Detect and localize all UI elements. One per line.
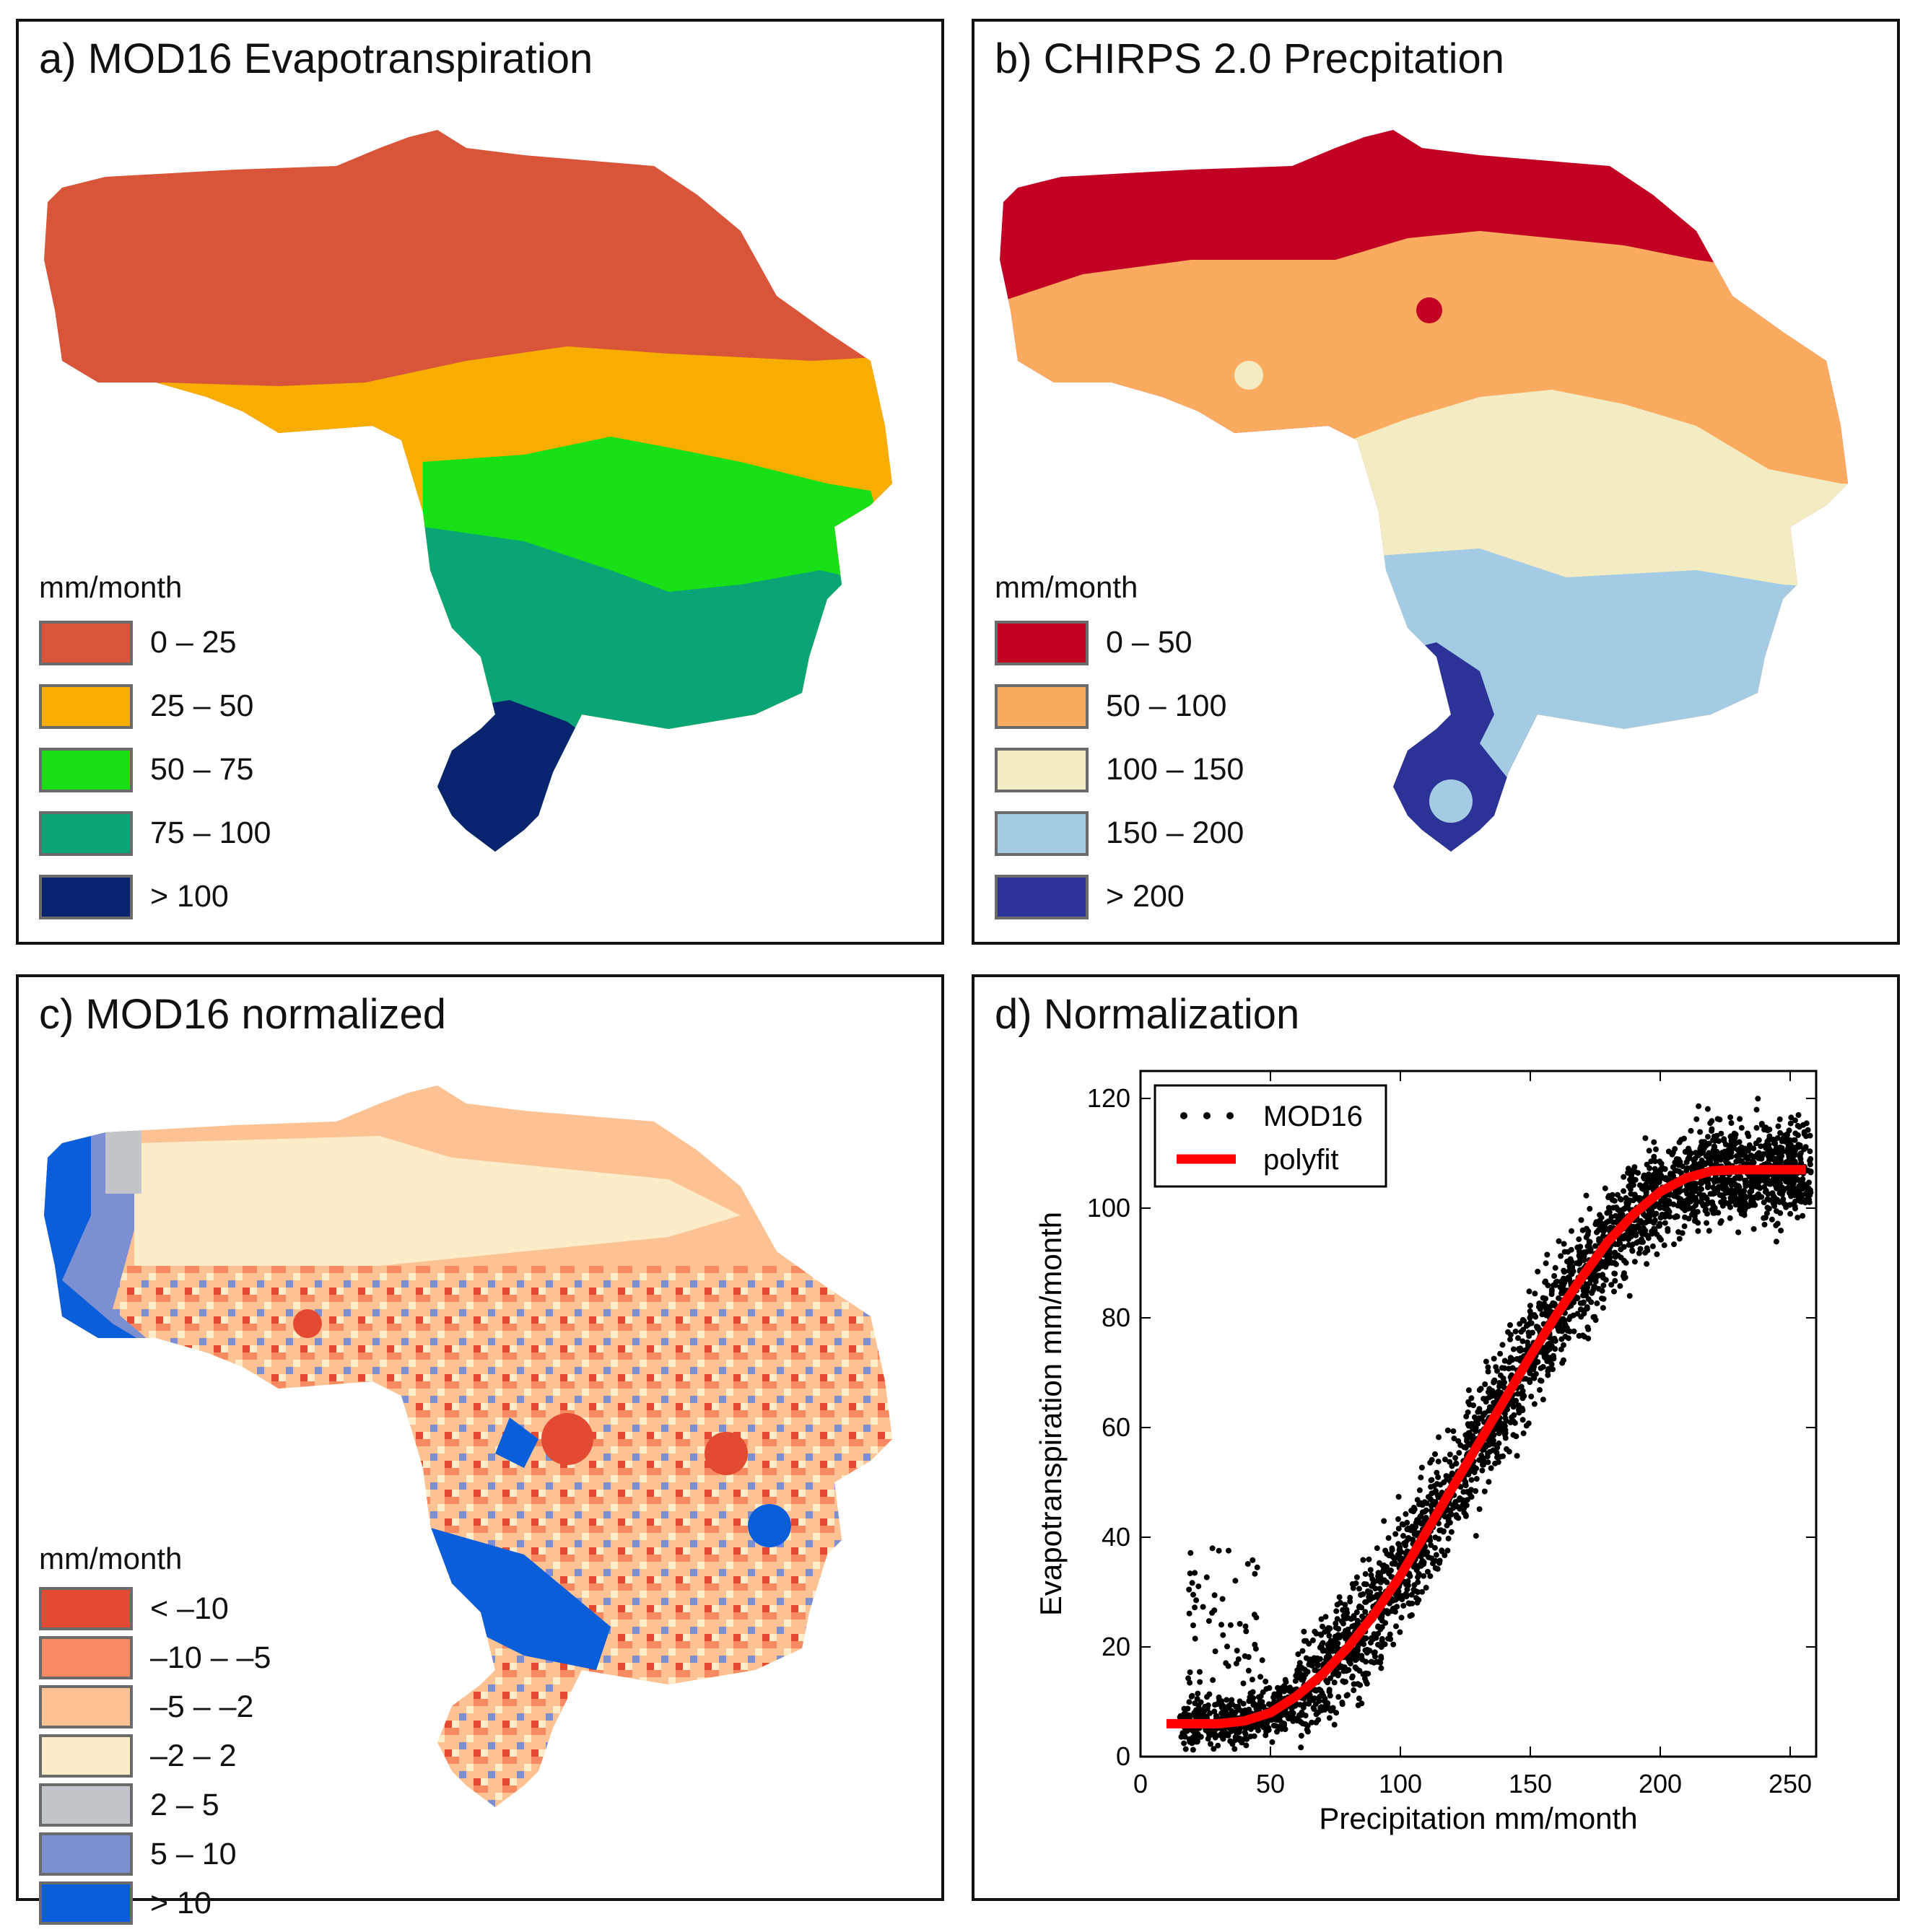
y-tick-label: 80 <box>1102 1303 1130 1332</box>
legend-label: > 200 <box>1106 879 1185 914</box>
legend-swatch <box>39 684 133 729</box>
legend-swatch <box>39 1636 133 1679</box>
panel-d-title: d) Normalization <box>995 991 1300 1038</box>
x-tick-label: 50 <box>1256 1769 1285 1798</box>
x-tick-label: 0 <box>1133 1769 1148 1798</box>
panel-c: c) MOD16 normalized <box>16 974 944 1925</box>
legend-swatch <box>39 1685 133 1728</box>
normalized-map <box>44 1085 892 1807</box>
legend-label-polyfit: polyfit <box>1263 1144 1339 1176</box>
legend-label: > 10 <box>150 1886 212 1920</box>
y-tick-label: 0 <box>1116 1741 1130 1771</box>
legend-label: –10 – –5 <box>150 1640 271 1675</box>
panel-a: a) MOD16 Evapotranspiration mm/month 0 –… <box>16 19 944 945</box>
panel-b: b) CHIRPS 2.0 Precpitation mm/month 0 – … <box>972 19 1900 945</box>
chart-legend-box <box>1154 1084 1387 1188</box>
legend-label: –5 – –2 <box>150 1690 254 1724</box>
legend-label: 0 – 50 <box>1106 625 1192 660</box>
y-tick-label: 100 <box>1087 1193 1130 1223</box>
legend-label: 0 – 25 <box>150 625 237 660</box>
legend-label: 150 – 200 <box>1106 816 1244 850</box>
x-tick-label: 150 <box>1509 1769 1552 1798</box>
legend-swatch <box>39 621 133 665</box>
panel-c-title: c) MOD16 normalized <box>39 991 447 1038</box>
panel-a-title: a) MOD16 Evapotranspiration <box>39 35 593 82</box>
panel-b-legend-title: mm/month <box>995 570 1138 604</box>
legend-label: 100 – 150 <box>1106 752 1244 787</box>
legend-label: –2 – 2 <box>150 1739 237 1773</box>
legend-swatch <box>39 1734 133 1778</box>
legend-swatch <box>995 621 1089 665</box>
normalization-scatter-chart: 0 50 100 150 200 250 0 20 40 60 80 100 120 Precipitat… <box>1034 1070 1818 1835</box>
y-tick-label: 60 <box>1102 1412 1130 1442</box>
legend-label: 2 – 5 <box>150 1788 219 1822</box>
legend-label: 50 – 100 <box>1106 689 1227 723</box>
panel-b-title: b) CHIRPS 2.0 Precpitation <box>995 35 1504 82</box>
legend-swatch <box>39 811 133 856</box>
panel-d: d) Normalization 0 50 100 150 200 250 0 20 40 60 8… <box>972 974 1900 1901</box>
legend-swatch <box>39 1832 133 1876</box>
legend-swatch <box>995 875 1089 919</box>
legend-label: 25 – 50 <box>150 689 254 723</box>
x-axis-label: Precipitation mm/month <box>1319 1801 1637 1835</box>
legend-label: < –10 <box>150 1591 229 1626</box>
legend-swatch <box>39 1587 133 1630</box>
panel-a-legend-title: mm/month <box>39 570 183 604</box>
plot-frame <box>1139 1070 1818 1758</box>
legend-swatch <box>995 684 1089 729</box>
y-tick-label: 120 <box>1087 1083 1130 1113</box>
legend-swatch <box>995 811 1089 856</box>
legend-label: 50 – 75 <box>150 752 254 787</box>
precipitation-map <box>1000 130 1848 852</box>
legend-dot-marker <box>1180 1112 1187 1119</box>
legend-swatch <box>39 748 133 792</box>
legend-swatch <box>39 1881 133 1925</box>
polyfit-line <box>1167 1165 1806 1728</box>
x-tick-label: 100 <box>1379 1769 1422 1798</box>
legend-dot-marker <box>1203 1112 1211 1119</box>
legend-swatch <box>39 1783 133 1827</box>
panel-c-legend-title: mm/month <box>39 1542 183 1575</box>
x-tick-label: 200 <box>1639 1769 1682 1798</box>
legend-label: > 100 <box>150 879 229 914</box>
legend-dot-marker <box>1226 1112 1234 1119</box>
legend-label: 5 – 10 <box>150 1837 237 1871</box>
legend-swatch <box>995 748 1089 792</box>
legend-swatch <box>39 875 133 919</box>
evapotranspiration-map <box>44 130 892 852</box>
legend-label: 75 – 100 <box>150 816 271 850</box>
y-axis-label: Evapotranspiration mm/month <box>1034 1212 1068 1616</box>
legend-label-mod16: MOD16 <box>1263 1101 1363 1132</box>
x-tick-label: 250 <box>1769 1769 1812 1798</box>
y-tick-label: 40 <box>1102 1522 1130 1552</box>
y-tick-label: 20 <box>1102 1632 1130 1661</box>
